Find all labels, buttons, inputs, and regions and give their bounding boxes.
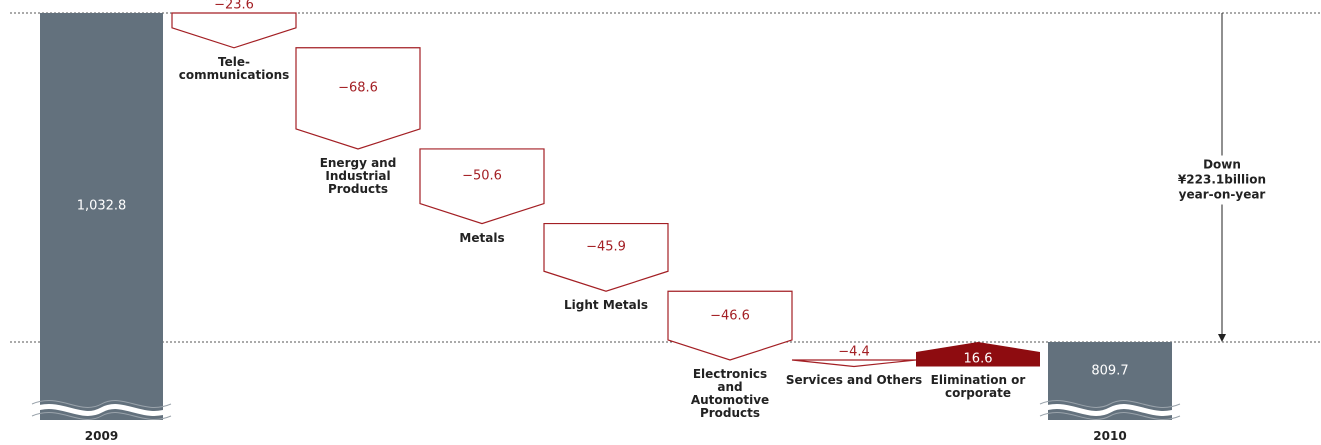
value-label: −4.4 [838,344,870,360]
axis-break [1039,404,1181,416]
decrease-bar [543,222,669,292]
category-label: Elimination or corporate [930,373,1026,401]
value-label: 1,032.8 [76,198,127,214]
category-label: 2009 [84,429,119,443]
increase-bar [916,341,1040,367]
decrease-bar [791,359,917,368]
total-bar [40,12,163,420]
value-label: −46.6 [710,308,750,324]
category-label: Services and Others [785,373,923,388]
axis-break [31,404,172,416]
value-label: −68.6 [338,80,378,96]
annotation: Down ¥223.1billion year-on-year [1172,155,1272,205]
value-label: 809.7 [1091,363,1129,379]
value-label: −50.6 [462,168,502,184]
category-label: Tele- communications [178,54,290,82]
arrow-head [1218,333,1226,342]
decrease-bar [171,12,297,49]
decrease-bar [295,47,421,150]
value-label: −45.9 [586,239,626,255]
value-label: −23.6 [214,0,254,13]
axis-break-edge [1039,400,1181,420]
category-label: Electronics and Automotive Products [690,366,770,420]
category-label: 2010 [1093,429,1127,443]
decrease-bar [667,290,793,361]
value-label: 16.6 [963,351,993,367]
axis-break-edge [31,400,172,420]
category-label: Metals [459,230,505,245]
decrease-bar [419,148,545,225]
category-label: Energy and Industrial Products [319,155,397,196]
category-label: Light Metals [564,298,648,313]
